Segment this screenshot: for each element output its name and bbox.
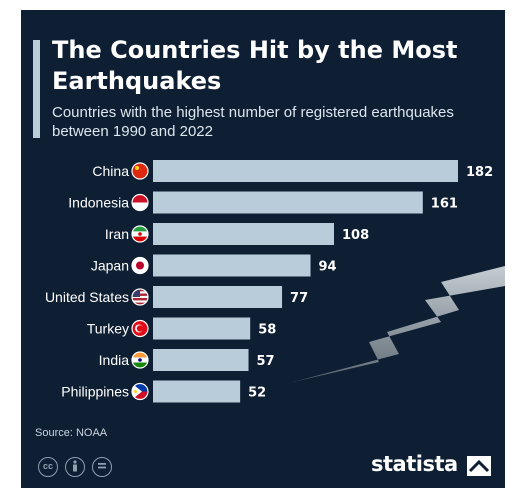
bar-chart: China 182 Indonesia 161 Iran 108 Japan 94 United… xyxy=(45,160,505,403)
attribution-icon xyxy=(65,457,85,477)
category-label-india: India xyxy=(99,352,130,368)
statista-logo-icon xyxy=(467,456,491,476)
value-label-china: 182 xyxy=(466,165,493,180)
iran-flag-icon xyxy=(131,225,149,243)
bar-indonesia xyxy=(153,191,423,214)
title-accent-bar xyxy=(33,40,40,138)
category-label-china: China xyxy=(92,163,129,179)
philippines-flag-icon xyxy=(131,382,149,401)
united-states-flag-icon xyxy=(131,288,149,306)
value-label-united-states: 77 xyxy=(290,291,308,306)
china-flag-icon xyxy=(131,162,149,180)
lightning-bolt-icon xyxy=(293,266,505,382)
value-label-iran: 108 xyxy=(342,228,369,243)
japan-flag-icon xyxy=(131,256,149,275)
value-label-turkey: 58 xyxy=(258,323,276,338)
india-flag-icon xyxy=(131,351,149,369)
category-label-united-states: United States xyxy=(45,289,129,305)
chart-subtitle: Countries with the highest number of reg… xyxy=(52,104,454,140)
bar-japan xyxy=(153,254,311,277)
turkey-flag-icon xyxy=(131,319,149,338)
category-label-indonesia: Indonesia xyxy=(68,195,129,211)
value-label-philippines: 52 xyxy=(248,386,266,401)
chart-title: The Countries Hit by the Most Earthquake… xyxy=(52,36,458,95)
category-label-philippines: Philippines xyxy=(61,384,129,400)
category-label-japan: Japan xyxy=(91,258,129,274)
value-label-indonesia: 161 xyxy=(431,197,458,212)
category-label-turkey: Turkey xyxy=(87,321,129,337)
bar-united-states xyxy=(153,286,283,308)
value-label-india: 57 xyxy=(257,354,275,369)
no-derivatives-icon xyxy=(92,457,112,477)
category-label-iran: Iran xyxy=(105,226,129,242)
bar-iran xyxy=(153,223,334,245)
value-label-japan: 94 xyxy=(319,260,337,275)
cc-icon: cc xyxy=(38,457,58,477)
bar-china xyxy=(153,160,458,182)
infographic-card: The Countries Hit by the Most Earthquake… xyxy=(21,10,505,488)
bar-turkey xyxy=(153,317,251,340)
bar-india xyxy=(153,349,249,371)
bar-philippines xyxy=(153,380,241,403)
indonesia-flag-icon xyxy=(131,193,149,212)
brand-logo: statista xyxy=(371,452,458,476)
source-note: Source: NOAA xyxy=(35,427,108,439)
